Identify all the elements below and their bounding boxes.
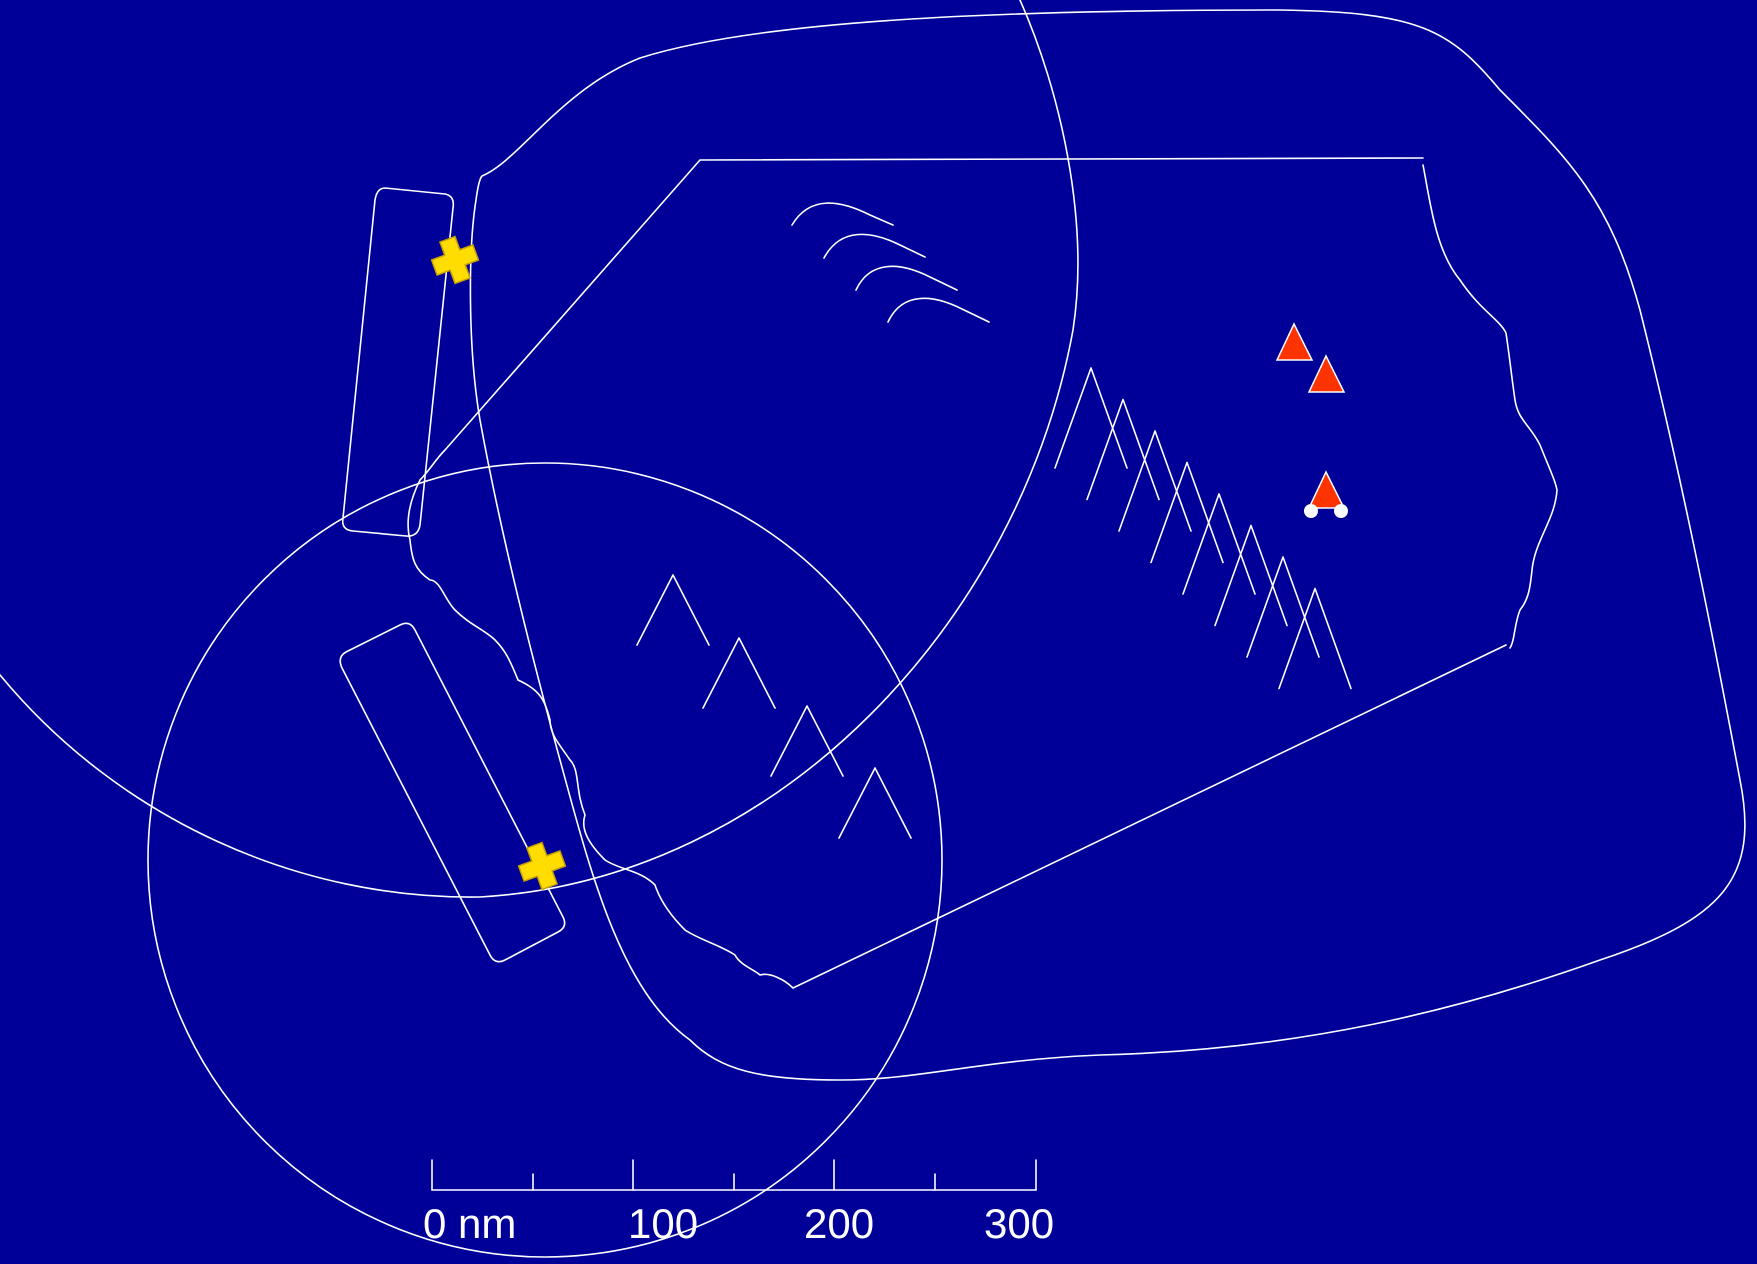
white-dot-icon	[1304, 504, 1318, 518]
rounded-rect-lower	[339, 622, 566, 963]
red-triangle-icon	[1307, 354, 1346, 393]
yellow-cross-icon	[430, 235, 480, 285]
yellow-cross-icon	[517, 841, 567, 891]
chevron-mark	[1086, 398, 1160, 501]
white-dot-icon	[1334, 504, 1348, 518]
chevron-mark	[636, 574, 710, 646]
curved-stroke	[855, 265, 958, 291]
scale-tick-label: 100	[628, 1200, 698, 1247]
curved-stroke	[887, 297, 990, 323]
chevron-mark	[770, 705, 844, 777]
lower-circle	[147, 462, 943, 1258]
curved-stroke	[791, 202, 894, 226]
polygon-region	[407, 157, 1558, 989]
large-arc	[0, 0, 1079, 898]
chevron-mark	[1150, 461, 1224, 564]
curved-stroke	[823, 233, 926, 259]
outer-outline	[469, 9, 1746, 1081]
red-triangle-icon	[1275, 322, 1314, 361]
chevron-mark	[1118, 430, 1192, 532]
chevron-row-upper	[1054, 367, 1352, 690]
chevron-mark	[838, 767, 912, 839]
chevron-mark	[1214, 524, 1288, 627]
curved-strokes	[791, 202, 990, 323]
chevron-mark	[1182, 493, 1256, 595]
chevron-row-lower	[636, 574, 912, 839]
scale-tick-label: 200	[804, 1200, 874, 1247]
chevron-mark	[1278, 587, 1352, 690]
scale-bar: 0 nm 100 200 300	[423, 1159, 1054, 1247]
chevron-mark	[1054, 367, 1128, 469]
chevron-mark	[1246, 556, 1320, 658]
red-triangle-icon	[1307, 470, 1346, 509]
scale-unit-label: 0 nm	[423, 1200, 516, 1247]
rounded-rect-upper	[341, 187, 455, 537]
scale-tick-label: 300	[984, 1200, 1054, 1247]
chevron-mark	[702, 637, 776, 709]
